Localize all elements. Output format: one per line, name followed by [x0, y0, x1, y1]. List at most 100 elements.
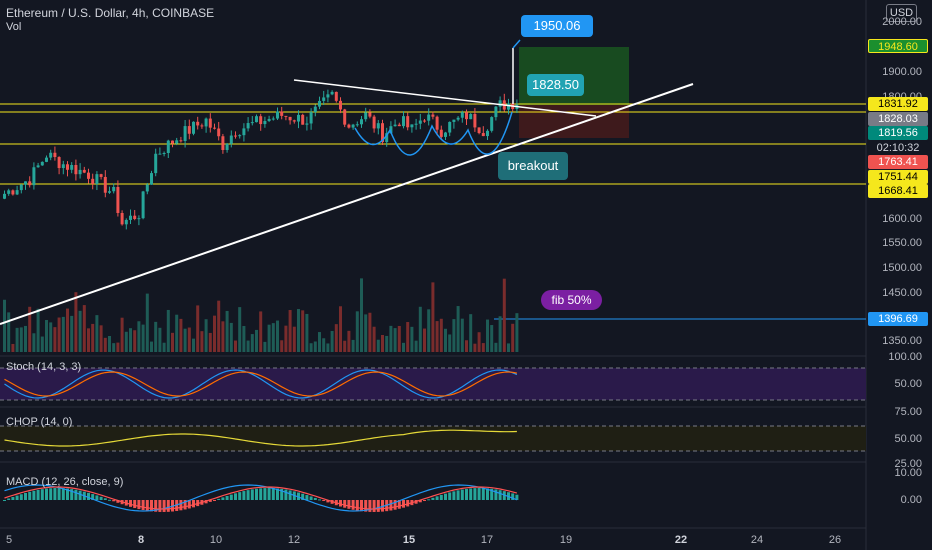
candle-body [444, 132, 447, 137]
descending-trendline[interactable] [293, 79, 597, 117]
candle-body [334, 91, 338, 101]
volume-bar [406, 322, 410, 352]
macd-bar [381, 500, 384, 512]
candle-body [263, 121, 267, 125]
volume-bar [234, 340, 237, 352]
candle-body [280, 111, 284, 116]
volume-bar [242, 326, 246, 352]
macd-bar [389, 500, 393, 511]
stoch-label[interactable]: Stoch (14, 3, 3) [6, 361, 82, 373]
macd-bar [187, 500, 191, 509]
macd-signal-line [4, 486, 518, 510]
macd-bar [95, 495, 99, 500]
candle-body [53, 152, 57, 158]
volume-bar [456, 306, 460, 352]
fib-price-tag[interactable]: 1396.69 [868, 312, 928, 326]
volume-bar [305, 313, 309, 352]
candle-body [192, 121, 195, 134]
candle-body [87, 172, 90, 179]
low-price-tag[interactable]: 1763.41 [868, 155, 928, 169]
macd-bar [49, 488, 53, 500]
macd-bar [99, 496, 103, 500]
volume-bar [15, 327, 19, 352]
candle-body [494, 106, 498, 118]
volume-bar [271, 323, 275, 352]
sma-price-tag[interactable]: 1819.56 [868, 126, 928, 140]
macd-bar [183, 500, 187, 510]
candle-body [435, 116, 439, 130]
volume-bar [372, 326, 376, 352]
entry-callout[interactable]: 1828.50 [527, 74, 584, 96]
support-price-tag[interactable]: 1751.44 [868, 170, 928, 184]
target-callout[interactable]: 1950.06 [521, 15, 593, 37]
volume-bar [171, 332, 174, 352]
chop-label[interactable]: CHOP (14, 0) [6, 416, 73, 428]
candle-body [225, 143, 229, 150]
candle-body [137, 218, 141, 220]
target-price-tag[interactable]: 1948.60 [868, 39, 928, 53]
volume-bar [368, 312, 372, 352]
chop-line [4, 429, 517, 447]
volume-bar [364, 314, 368, 352]
candle-body [145, 184, 149, 192]
candle-body [221, 136, 225, 150]
macd-bar [28, 491, 32, 500]
macd-bar [460, 489, 464, 500]
pattern-curve[interactable] [354, 111, 513, 156]
volume-bar [465, 340, 468, 352]
macd-bar [318, 499, 321, 501]
macd-label[interactable]: MACD (12, 26, close, 9) [6, 476, 124, 488]
macd-bar [129, 500, 132, 507]
time-tick: 10 [209, 534, 223, 546]
symbol-title[interactable]: Ethereum / U.S. Dollar, 4h, COINBASE [6, 6, 215, 20]
candlesticks[interactable] [3, 89, 519, 230]
candle-body [271, 118, 275, 120]
resistance-price-tag[interactable]: 1831.92 [868, 97, 928, 111]
volume-label[interactable]: Vol [6, 21, 22, 33]
macd-bar [234, 493, 237, 500]
macd-bar [255, 488, 258, 500]
volume-bar [334, 324, 338, 352]
macd-bar [452, 491, 456, 500]
candle-body [91, 178, 95, 184]
breakout-callout[interactable]: breakout [498, 152, 568, 180]
macd-bar [112, 500, 116, 502]
volume-bar [145, 293, 149, 352]
volume-bar [204, 319, 208, 352]
volume-bar [490, 325, 494, 352]
candle-body [179, 140, 183, 142]
candle-body [15, 190, 19, 195]
candle-body [431, 114, 435, 117]
macd-bar [431, 497, 435, 500]
stoch-d-line [4, 371, 518, 397]
last-price-tag[interactable]: 1828.03 [868, 112, 928, 126]
currency-button[interactable]: USD [886, 4, 917, 22]
time-tick: 22 [674, 534, 688, 546]
candle-body [410, 124, 414, 128]
candle-body [343, 109, 347, 125]
candle-body [66, 164, 69, 170]
macd-bar [242, 491, 246, 500]
ascending-trendline[interactable] [0, 83, 694, 325]
volume-bar [103, 337, 107, 352]
macd-bar [259, 488, 263, 500]
macd-bar [305, 495, 309, 500]
long-position-loss-zone[interactable] [519, 105, 629, 138]
candle-body [368, 112, 372, 117]
volume-bar [187, 327, 191, 352]
macd-bar [238, 492, 242, 500]
macd-bar [166, 500, 170, 512]
candle-body [284, 115, 288, 117]
candle-body [120, 212, 124, 225]
target-arrow-tail[interactable] [512, 39, 521, 49]
macd-bar [301, 493, 305, 500]
candle-body [427, 114, 431, 121]
volume-bar [263, 341, 267, 352]
time-tick: 17 [480, 534, 494, 546]
volume-bar [431, 282, 435, 352]
fib-callout[interactable]: fib 50% [541, 290, 602, 310]
macd-bar [439, 494, 443, 500]
support-price-tag-2[interactable]: 1668.41 [868, 184, 928, 198]
volume-bar [45, 319, 48, 352]
